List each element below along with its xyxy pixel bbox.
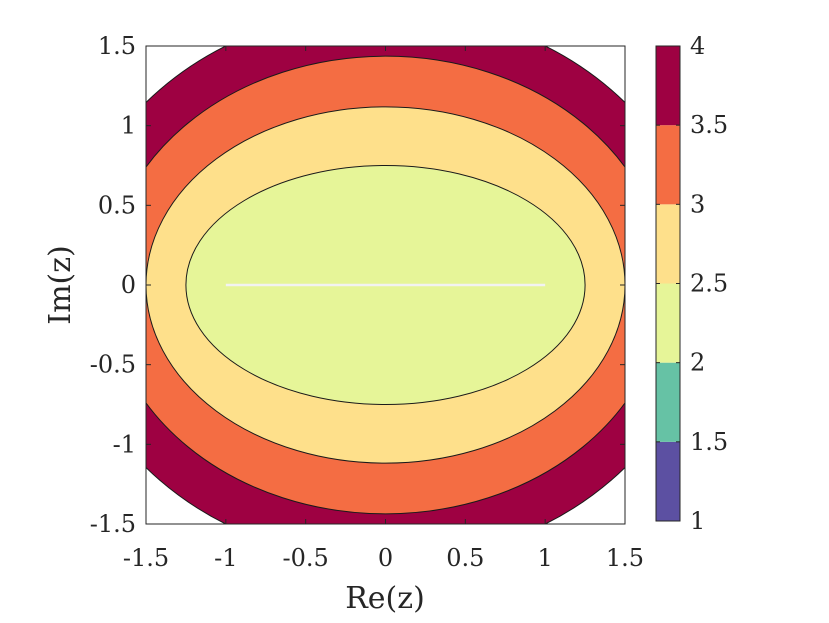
contour-lines xyxy=(146,46,625,524)
colorbar-band xyxy=(656,204,680,284)
contour-line xyxy=(146,55,625,515)
x-axis-ticks: -1.5 -1 -0.5 0 0.5 1 1.5 xyxy=(123,46,644,572)
colorbar-tick-label: 1 xyxy=(690,507,705,535)
plot-area: -1.5 -1 -0.5 0 0.5 1 1.5 -1.5 -1 -0.5 0 0.5 1 1.5 xyxy=(90,32,644,572)
colorbar-tick-label: 2.5 xyxy=(690,270,728,298)
y-tick-label: 1 xyxy=(121,112,136,140)
y-axis-label: Im(z) xyxy=(43,245,78,325)
contour-line xyxy=(146,106,625,464)
y-tick-label: 1.5 xyxy=(98,32,136,60)
colorbar-tick-label: 2 xyxy=(690,349,705,377)
x-axis-label: Re(z) xyxy=(345,581,425,616)
x-tick-label: -0.5 xyxy=(283,544,329,572)
x-tick-label: 1 xyxy=(538,544,553,572)
colorbar-band xyxy=(656,283,680,363)
colorbar-ticks: 1 1.5 2 2.5 3 3.5 4 xyxy=(656,32,728,535)
colorbar-band xyxy=(656,441,680,521)
y-tick-label: 0.5 xyxy=(98,191,136,219)
colorbar-band xyxy=(656,46,680,126)
colorbar-band xyxy=(656,362,680,442)
y-tick-label: -1 xyxy=(113,430,136,458)
y-tick-label: -1.5 xyxy=(90,510,136,538)
colorbar: 1 1.5 2 2.5 3 3.5 4 xyxy=(655,32,728,535)
x-tick-label: 1.5 xyxy=(606,544,644,572)
colorbar-bands xyxy=(656,46,680,521)
colorbar-tick-label: 3.5 xyxy=(690,111,728,139)
colorbar-tick-label: 4 xyxy=(690,32,705,60)
x-tick-label: 0 xyxy=(378,544,393,572)
x-tick-label: -1 xyxy=(214,544,237,572)
x-tick-label: -1.5 xyxy=(123,544,169,572)
y-tick-label: -0.5 xyxy=(90,351,136,379)
contour-line xyxy=(185,165,586,405)
colorbar-tick-label: 1.5 xyxy=(690,428,728,456)
y-tick-label: 0 xyxy=(121,271,136,299)
colorbar-band xyxy=(656,125,680,205)
y-axis-ticks: -1.5 -1 -0.5 0 0.5 1 1.5 xyxy=(90,32,625,538)
colorbar-tick-label: 3 xyxy=(690,190,705,218)
x-tick-label: 0.5 xyxy=(446,544,484,572)
